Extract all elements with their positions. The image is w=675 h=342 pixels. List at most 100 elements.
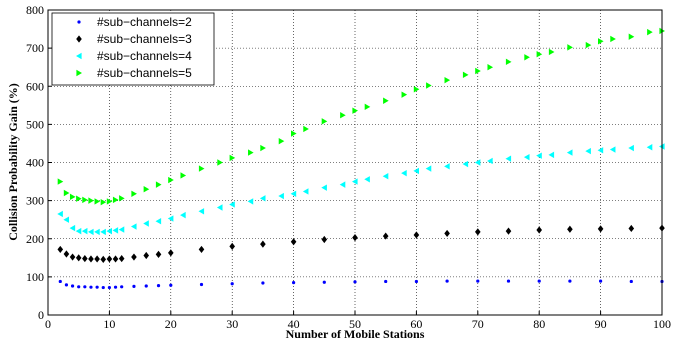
data-point [77, 285, 81, 289]
x-axis-label: Number of Mobile Stations [286, 327, 425, 341]
data-point [70, 284, 75, 288]
data-point [57, 245, 64, 254]
data-point [75, 227, 82, 235]
data-point [113, 285, 118, 289]
x-tick-label: 50 [349, 317, 361, 331]
data-point [94, 228, 100, 236]
data-point [414, 279, 418, 284]
data-point [364, 103, 371, 111]
data-point [89, 285, 93, 289]
data-point [505, 227, 512, 235]
data-point [167, 215, 174, 222]
data-point [180, 172, 187, 179]
series-4 [57, 27, 665, 206]
legend-label: #sub−channels=5 [97, 66, 192, 80]
data-point [69, 253, 76, 261]
data-point [248, 149, 254, 156]
data-point [259, 195, 266, 202]
data-point [76, 195, 82, 202]
x-tick-label: 20 [165, 317, 177, 331]
data-point [95, 285, 99, 289]
data-point [69, 193, 76, 201]
data-point [155, 218, 162, 225]
y-tick-label: 0 [38, 308, 44, 322]
x-tick-label: 30 [226, 317, 238, 331]
data-point [291, 130, 297, 137]
x-tick-label: 40 [288, 317, 300, 331]
x-tick-label: 60 [410, 317, 422, 331]
legend-marker [76, 69, 82, 77]
data-point [57, 210, 63, 218]
legend: #sub−channels=2 #sub−channels=3 #sub−chann… [51, 12, 215, 86]
data-point [585, 147, 591, 155]
data-point [506, 279, 511, 283]
y-ticks: 0 100 200 300 400 500 600 700 800 [26, 3, 52, 322]
data-point [180, 211, 186, 219]
data-point [83, 285, 87, 289]
data-point [100, 198, 107, 206]
data-point [353, 280, 357, 284]
data-point [82, 196, 88, 204]
data-point [81, 227, 88, 235]
data-point [118, 226, 125, 233]
x-ticks: 0 10 20 30 40 50 60 70 80 90 100 [45, 311, 671, 331]
x-tick-label: 90 [595, 317, 607, 331]
data-point [143, 220, 149, 227]
data-point [598, 38, 604, 45]
data-point [63, 216, 70, 223]
data-point [646, 144, 653, 151]
data-point [58, 279, 62, 284]
y-axis-label: Collision Probability Gain (%) [6, 83, 20, 240]
data-point [475, 228, 481, 236]
data-point [585, 41, 592, 49]
data-point [523, 153, 530, 161]
data-point [217, 159, 223, 166]
data-point [88, 255, 94, 263]
data-point [168, 249, 174, 257]
data-point [352, 178, 358, 185]
data-point [487, 157, 493, 165]
legend-label: #sub−channels=3 [97, 32, 192, 46]
legend-label: #sub−channels=2 [97, 15, 192, 29]
data-point [94, 255, 100, 263]
data-point [340, 112, 346, 119]
data-point [143, 251, 150, 260]
legend-marker [76, 35, 82, 43]
data-point [599, 279, 603, 283]
data-point [64, 283, 69, 287]
data-point [401, 169, 407, 177]
series-3 [57, 143, 665, 236]
data-point [476, 279, 480, 283]
data-point [107, 285, 111, 290]
data-point [597, 147, 604, 154]
legend-marker [77, 20, 81, 24]
data-point [322, 280, 326, 284]
data-point [364, 176, 370, 183]
y-tick-label: 100 [26, 270, 44, 284]
data-point [505, 58, 512, 66]
data-point [112, 196, 119, 204]
data-point [290, 238, 297, 246]
data-point [143, 185, 150, 193]
data-point [112, 255, 119, 263]
data-point [198, 165, 205, 172]
data-point [229, 201, 235, 208]
data-point [382, 173, 389, 180]
data-point [609, 146, 616, 153]
data-point [445, 279, 449, 283]
data-point [610, 35, 616, 43]
data-point [537, 279, 541, 283]
data-point [130, 223, 137, 230]
data-point [100, 255, 107, 263]
data-point [321, 235, 328, 244]
y-tick-label: 400 [26, 156, 44, 170]
data-point [247, 198, 254, 205]
data-point [628, 144, 634, 152]
data-point [628, 224, 635, 233]
data-point [475, 67, 481, 75]
data-point [384, 279, 388, 284]
data-point [199, 282, 204, 287]
data-point [536, 226, 542, 234]
data-point [536, 51, 543, 58]
